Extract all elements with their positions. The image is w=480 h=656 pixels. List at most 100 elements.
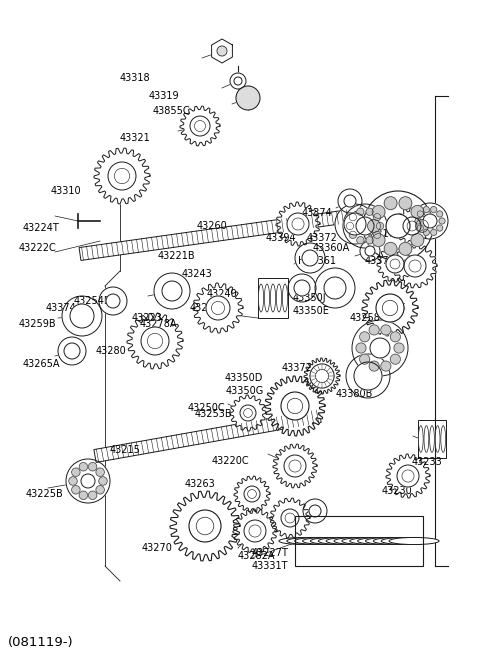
- Circle shape: [354, 362, 382, 390]
- Text: 43243: 43243: [182, 269, 213, 279]
- Text: 43250C: 43250C: [188, 403, 226, 413]
- Text: 43372: 43372: [282, 363, 313, 373]
- Bar: [258, 278, 288, 318]
- Circle shape: [315, 268, 355, 308]
- Circle shape: [162, 281, 182, 301]
- Polygon shape: [94, 148, 150, 204]
- Circle shape: [281, 509, 299, 527]
- Ellipse shape: [365, 537, 416, 544]
- Circle shape: [386, 214, 410, 238]
- Circle shape: [437, 211, 443, 217]
- Text: 43253B: 43253B: [195, 409, 233, 419]
- Text: 43372: 43372: [365, 256, 396, 266]
- Polygon shape: [377, 246, 413, 282]
- Circle shape: [72, 468, 80, 476]
- Circle shape: [217, 46, 227, 56]
- Ellipse shape: [258, 284, 264, 312]
- Circle shape: [349, 231, 357, 239]
- Circle shape: [347, 222, 354, 230]
- Circle shape: [372, 205, 385, 218]
- Ellipse shape: [295, 537, 345, 544]
- Ellipse shape: [419, 426, 423, 452]
- Ellipse shape: [334, 537, 384, 544]
- Circle shape: [240, 405, 256, 421]
- Circle shape: [390, 354, 400, 364]
- Circle shape: [349, 214, 357, 221]
- Ellipse shape: [381, 537, 431, 544]
- Circle shape: [376, 294, 404, 322]
- Ellipse shape: [435, 426, 440, 452]
- Circle shape: [309, 505, 321, 517]
- Circle shape: [411, 205, 424, 218]
- Circle shape: [346, 354, 390, 398]
- Text: H43361: H43361: [298, 256, 336, 266]
- Polygon shape: [127, 313, 183, 369]
- Polygon shape: [270, 498, 310, 538]
- Text: 43216: 43216: [365, 229, 396, 239]
- Text: 43855C: 43855C: [153, 106, 191, 116]
- Text: 43254B: 43254B: [74, 296, 112, 306]
- Polygon shape: [79, 209, 351, 260]
- Circle shape: [106, 294, 120, 308]
- Text: 43374: 43374: [46, 303, 77, 313]
- Circle shape: [394, 343, 404, 353]
- Circle shape: [70, 304, 94, 328]
- Circle shape: [384, 242, 397, 255]
- Circle shape: [302, 250, 318, 266]
- Text: 43280: 43280: [96, 346, 127, 356]
- Ellipse shape: [287, 537, 337, 544]
- Ellipse shape: [342, 537, 392, 544]
- Ellipse shape: [373, 537, 423, 544]
- Circle shape: [88, 462, 97, 471]
- Text: 43260: 43260: [197, 221, 228, 231]
- Circle shape: [360, 354, 370, 364]
- Circle shape: [416, 220, 429, 232]
- Text: 43350D: 43350D: [225, 373, 264, 383]
- Circle shape: [356, 343, 366, 353]
- Circle shape: [66, 459, 110, 503]
- Text: (081119-): (081119-): [8, 636, 73, 649]
- Ellipse shape: [430, 426, 434, 452]
- Circle shape: [399, 242, 412, 255]
- Polygon shape: [193, 283, 243, 333]
- Polygon shape: [170, 491, 240, 561]
- Polygon shape: [234, 476, 270, 512]
- Circle shape: [381, 361, 391, 371]
- Polygon shape: [386, 454, 430, 498]
- Circle shape: [390, 332, 400, 342]
- Ellipse shape: [389, 537, 439, 544]
- Circle shape: [295, 243, 325, 273]
- Circle shape: [96, 485, 104, 494]
- Polygon shape: [393, 244, 437, 288]
- Circle shape: [141, 327, 169, 355]
- Bar: [418, 420, 446, 458]
- Circle shape: [366, 208, 373, 215]
- Text: 43350G: 43350G: [226, 386, 264, 396]
- Ellipse shape: [311, 537, 360, 544]
- Circle shape: [417, 211, 423, 217]
- Text: 43263: 43263: [185, 479, 216, 489]
- Text: 43224T: 43224T: [23, 223, 60, 233]
- Circle shape: [62, 296, 102, 336]
- Circle shape: [369, 325, 379, 335]
- Circle shape: [423, 230, 430, 236]
- Circle shape: [281, 392, 309, 420]
- Text: 43372: 43372: [307, 233, 338, 243]
- Text: 43380B: 43380B: [336, 389, 373, 399]
- Circle shape: [58, 337, 86, 365]
- Circle shape: [370, 338, 390, 358]
- Ellipse shape: [441, 426, 445, 452]
- Text: 43321: 43321: [120, 133, 151, 143]
- Circle shape: [417, 225, 423, 231]
- Circle shape: [373, 231, 381, 239]
- Text: 43227T: 43227T: [252, 548, 289, 558]
- Circle shape: [368, 220, 381, 232]
- Circle shape: [288, 274, 316, 302]
- Text: 43221B: 43221B: [158, 251, 196, 261]
- Polygon shape: [230, 395, 266, 431]
- Circle shape: [154, 273, 190, 309]
- Circle shape: [439, 218, 445, 224]
- Ellipse shape: [326, 537, 376, 544]
- Text: 43331T: 43331T: [252, 561, 288, 571]
- Polygon shape: [94, 409, 321, 462]
